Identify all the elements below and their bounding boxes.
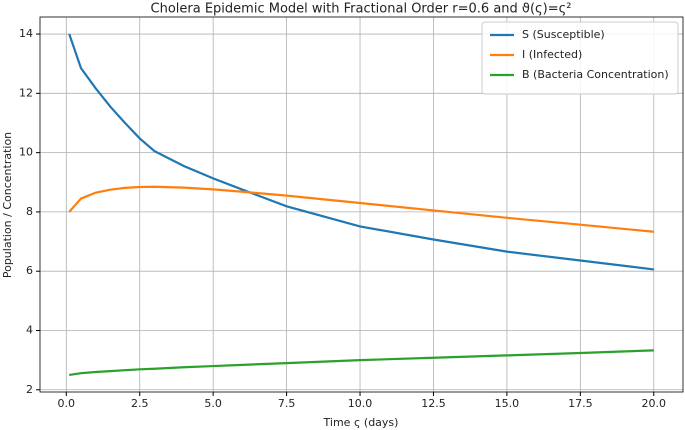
x-tick-label: 15.0 (495, 397, 520, 410)
data-line (69, 349, 654, 377)
legend-box (481, 21, 679, 95)
y-tick-label: 12 (19, 86, 33, 99)
x-tick-label: 17.5 (568, 397, 593, 410)
x-tick-label: 7.5 (278, 397, 296, 410)
plot-frame (39, 16, 684, 393)
legend-label: I (Infected) (522, 48, 582, 61)
y-tick-label: 10 (19, 146, 33, 159)
x-tick-label: 5.0 (204, 397, 222, 410)
y-tick-label: 6 (26, 264, 33, 277)
chart-title: Cholera Epidemic Model with Fractional O… (151, 2, 572, 17)
y-tick-label: 8 (26, 205, 33, 218)
x-tick-label: 0.0 (58, 397, 76, 410)
legend-label: B (Bacteria Concentration) (522, 68, 669, 81)
y-tick-label: 14 (19, 27, 33, 40)
y-axis-label: Population / Concentration (1, 132, 14, 278)
x-tick-label: 20.0 (642, 397, 667, 410)
y-tick-label: 2 (26, 383, 33, 396)
data-line (68, 185, 654, 233)
x-tick-label: 12.5 (421, 397, 446, 410)
legend-label: S (Susceptible) (522, 28, 605, 41)
x-tick-label: 2.5 (131, 397, 149, 410)
data-line (68, 33, 654, 271)
y-tick-label: 4 (26, 323, 33, 336)
x-tick-label: 10.0 (348, 397, 373, 410)
x-axis-label: Time ς (days) (323, 416, 399, 429)
